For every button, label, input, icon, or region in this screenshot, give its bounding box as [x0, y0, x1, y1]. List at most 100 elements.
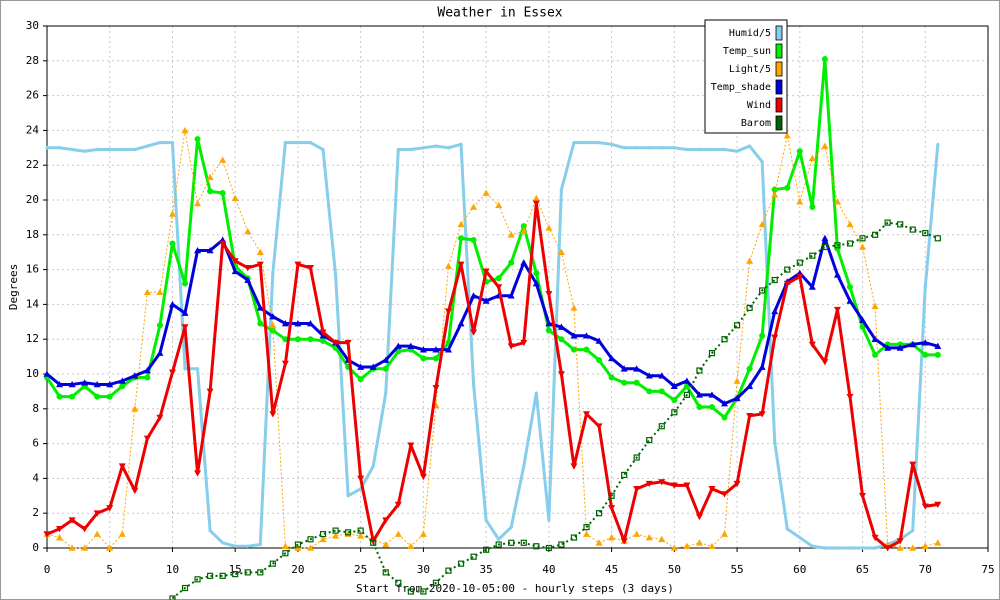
data-point — [457, 261, 465, 268]
data-point — [658, 388, 665, 395]
data-point — [658, 423, 665, 430]
x-tick-label: 25 — [354, 563, 367, 576]
y-tick-label: 30 — [26, 19, 39, 32]
y-tick-label: 20 — [26, 193, 39, 206]
data-point — [546, 518, 551, 523]
data-point — [345, 529, 352, 536]
data-point — [809, 252, 816, 259]
x-tick-label: 35 — [480, 563, 493, 576]
data-point — [181, 309, 189, 316]
data-point — [808, 341, 816, 348]
data-point — [106, 380, 114, 388]
data-point — [896, 544, 904, 551]
data-point — [118, 377, 126, 384]
data-point — [859, 316, 867, 323]
data-point — [833, 198, 841, 205]
data-point — [583, 530, 591, 537]
data-point — [921, 503, 929, 510]
data-point — [269, 560, 276, 567]
data-point — [220, 540, 225, 545]
data-point — [382, 541, 390, 548]
data-point — [571, 140, 576, 145]
data-point — [570, 463, 578, 470]
data-point — [645, 534, 653, 541]
data-point — [344, 339, 352, 347]
data-point — [733, 322, 741, 329]
data-point — [232, 570, 239, 578]
data-point — [583, 524, 590, 531]
data-point — [771, 276, 778, 284]
data-point — [408, 147, 413, 152]
data-point — [934, 351, 941, 358]
data-point — [106, 393, 113, 400]
data-point — [771, 307, 779, 315]
data-point — [432, 346, 440, 353]
y-tick-label: 6 — [32, 437, 39, 450]
data-point — [758, 411, 766, 418]
data-point — [796, 148, 803, 155]
data-point — [394, 501, 402, 508]
data-point — [432, 385, 440, 392]
y-tick-label: 26 — [26, 89, 39, 102]
data-point — [457, 560, 465, 567]
data-point — [871, 534, 879, 542]
data-point — [509, 525, 514, 530]
data-point — [921, 339, 929, 346]
data-point — [244, 276, 252, 283]
data-point — [909, 544, 917, 551]
data-point — [721, 414, 728, 421]
data-point — [169, 240, 176, 247]
data-point — [168, 300, 176, 308]
data-point — [722, 147, 727, 152]
data-point — [281, 320, 289, 327]
data-point — [783, 132, 791, 139]
data-point — [897, 221, 904, 228]
data-point — [131, 405, 139, 412]
data-point — [746, 382, 754, 389]
data-point — [93, 510, 101, 517]
data-point — [194, 246, 202, 254]
data-point — [533, 543, 540, 550]
data-point — [633, 365, 641, 372]
series-line — [46, 236, 939, 406]
data-point — [231, 194, 239, 202]
data-point — [557, 371, 565, 378]
data-point — [884, 219, 891, 226]
data-point — [934, 342, 942, 349]
data-point — [470, 237, 477, 244]
y-tick-label: 2 — [32, 506, 39, 519]
data-point — [584, 140, 589, 145]
data-point — [860, 546, 865, 550]
data-point — [294, 541, 302, 548]
data-point — [206, 173, 214, 181]
data-point — [371, 464, 376, 469]
data-point — [43, 370, 51, 377]
data-point — [557, 323, 565, 330]
data-point — [708, 404, 715, 411]
data-point — [183, 366, 188, 371]
data-point — [244, 569, 251, 576]
data-point — [208, 528, 213, 533]
data-point — [545, 291, 553, 298]
data-point — [206, 246, 214, 254]
data-point — [859, 493, 867, 500]
data-point — [382, 365, 389, 372]
y-tick-label: 4 — [32, 471, 39, 484]
data-point — [570, 304, 578, 311]
data-point — [621, 471, 628, 479]
y-axis-label: Degrees — [7, 264, 20, 310]
data-point — [219, 190, 226, 197]
data-point — [708, 542, 716, 550]
data-point — [433, 144, 438, 149]
data-point — [595, 539, 603, 546]
data-point — [909, 226, 916, 233]
data-point — [68, 517, 76, 524]
data-point — [733, 480, 741, 488]
data-point — [382, 517, 390, 524]
x-tick-label: 50 — [668, 563, 681, 576]
data-point — [683, 482, 691, 489]
data-point — [458, 235, 465, 242]
y-tick-label: 22 — [26, 158, 39, 171]
data-point — [219, 240, 227, 247]
data-point — [307, 336, 314, 343]
